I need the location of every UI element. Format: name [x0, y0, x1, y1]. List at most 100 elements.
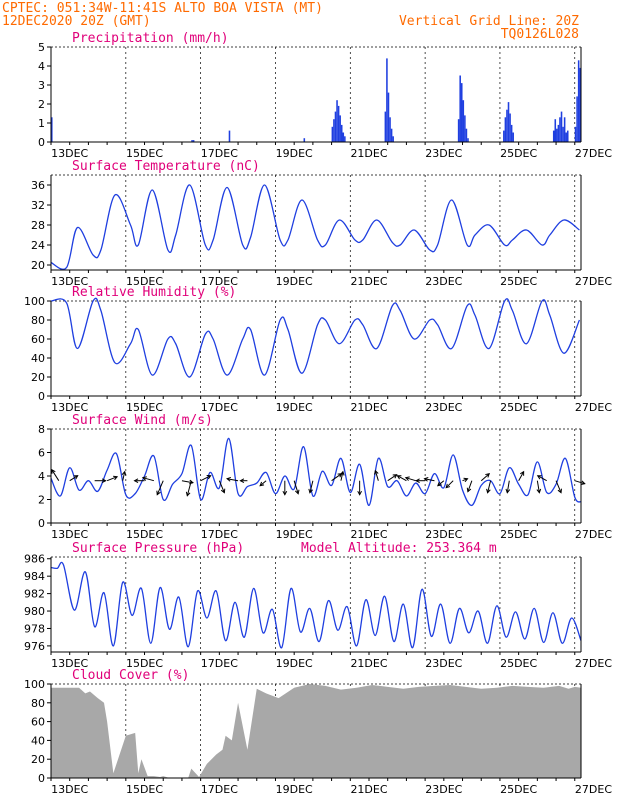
- header-grid-line: Vertical Grid Line: 20Z: [399, 14, 579, 29]
- rh-xtick-label: 13DEC: [51, 401, 88, 414]
- wind-xtick-label: 17DEC: [201, 528, 238, 541]
- pressure-subtitle: Model Altitude: 253.364 m: [301, 541, 497, 556]
- wind-arrow-head: [156, 490, 161, 496]
- precip-bar: [386, 58, 388, 142]
- precip-bar: [334, 111, 337, 142]
- precip-bar: [389, 117, 391, 142]
- rh-ytick-label: 80: [31, 314, 45, 327]
- wind-arrow: [340, 471, 344, 481]
- rh-xtick-label: 15DEC: [126, 401, 163, 414]
- wind-arrow-head: [133, 478, 139, 484]
- rh-line: [50, 297, 581, 378]
- wind-arrow-head: [392, 474, 398, 479]
- precip-title: Precipitation (mm/h): [72, 31, 229, 46]
- wind-arrow-head: [51, 468, 56, 474]
- wind-xtick-label: 21DEC: [350, 528, 387, 541]
- wind-arrow: [506, 480, 510, 493]
- wind-arrow-head: [239, 478, 245, 484]
- wind-arrow-head: [259, 481, 265, 487]
- wind-arrow: [309, 480, 314, 493]
- temp-xtick-label: 17DEC: [201, 275, 238, 288]
- precip-bar: [392, 136, 394, 142]
- precip-ytick-label: 2: [38, 98, 45, 111]
- rh-xtick-label: 21DEC: [350, 401, 387, 414]
- pressure-ytick-label: 982: [24, 588, 45, 601]
- precip-bar: [510, 124, 513, 142]
- wind-ytick-label: 2: [38, 494, 45, 507]
- wind-line: [50, 437, 582, 507]
- temp-ytick-label: 20: [31, 259, 45, 272]
- wind-arrow: [387, 474, 397, 482]
- wind-ytick-label: 4: [38, 470, 45, 483]
- rh-ytick-label: 60: [31, 333, 45, 346]
- precip-bar: [504, 117, 507, 142]
- wind-arrow-head: [415, 478, 420, 484]
- precip-bar: [465, 128, 468, 142]
- wind-arrow-head: [404, 476, 410, 481]
- wind-arrow-head: [121, 470, 127, 476]
- cloud-xtick-label: 15DEC: [126, 783, 163, 796]
- wind-xtick-label: 27DEC: [575, 528, 612, 541]
- precip-bar: [331, 126, 334, 142]
- temp-xtick-label: 13DEC: [51, 275, 88, 288]
- wind-arrow-head: [505, 488, 511, 494]
- pressure-xtick-label: 21DEC: [350, 657, 387, 670]
- precip-bar: [577, 60, 580, 142]
- wind-arrow-head: [536, 475, 542, 480]
- precip-bar: [512, 132, 514, 142]
- wind-arrow-head: [101, 478, 107, 484]
- wind-arrow: [374, 470, 379, 481]
- temp-panel: [47, 174, 582, 273]
- rh-xtick-label: 19DEC: [276, 401, 313, 414]
- wind-panel: [47, 428, 586, 526]
- precip-bar: [336, 100, 338, 142]
- wind-arrow-head: [185, 491, 191, 497]
- wind-arrow: [518, 471, 525, 481]
- pressure-line: [50, 561, 582, 649]
- wind-arrow-head: [113, 475, 119, 481]
- pressure-xtick-label: 23DEC: [425, 657, 462, 670]
- precip-bar: [557, 124, 560, 142]
- pressure-xtick-label: 13DEC: [51, 657, 88, 670]
- precip-bar: [556, 128, 558, 142]
- precip-bar: [192, 140, 195, 142]
- wind-arrow: [424, 478, 435, 482]
- wind-arrow-head: [141, 476, 147, 481]
- precip-xtick-label: 15DEC: [126, 147, 163, 160]
- cloud-ytick-label: 0: [38, 772, 45, 785]
- wind-ytick-label: 6: [38, 447, 45, 460]
- precip-bar: [503, 130, 505, 142]
- precip-bar: [563, 117, 566, 142]
- wind-arrow-head: [220, 488, 226, 494]
- wind-arrow-head: [226, 476, 232, 482]
- precip-bar: [576, 96, 578, 142]
- wind-xtick-label: 23DEC: [425, 528, 462, 541]
- wind-arrow: [226, 478, 239, 482]
- temp-xtick-label: 21DEC: [350, 275, 387, 288]
- wind-arrow-head: [519, 470, 525, 476]
- cloud-ytick-label: 60: [31, 716, 45, 729]
- precip-bar: [579, 67, 581, 142]
- pressure-xtick-label: 25DEC: [500, 657, 537, 670]
- precip-bar: [562, 126, 564, 142]
- precip-ytick-label: 1: [38, 117, 45, 130]
- precip-bar: [507, 102, 510, 142]
- pressure-ytick-label: 980: [24, 605, 45, 618]
- pressure-ytick-label: 976: [24, 640, 45, 653]
- precip-bar: [467, 138, 469, 142]
- rh-panel: [47, 297, 582, 399]
- wind-arrow: [218, 480, 225, 493]
- precip-xtick-label: 25DEC: [500, 147, 537, 160]
- rh-ytick-label: 100: [24, 295, 45, 308]
- precip-bar: [51, 117, 53, 142]
- wind-arrow-head: [536, 488, 542, 494]
- precip-bar: [342, 132, 345, 142]
- header-station: CPTEC: 051:34W-11:41S ALTO BOA VISTA (MT…: [2, 1, 323, 16]
- cloud-title: Cloud Cover (%): [72, 668, 189, 683]
- wind-arrow: [156, 480, 164, 495]
- wind-arrow: [480, 473, 490, 482]
- precip-bar: [566, 130, 569, 142]
- rh-ytick-label: 0: [38, 390, 45, 403]
- wind-arrow-head: [282, 490, 288, 496]
- pressure-xtick-label: 15DEC: [126, 657, 163, 670]
